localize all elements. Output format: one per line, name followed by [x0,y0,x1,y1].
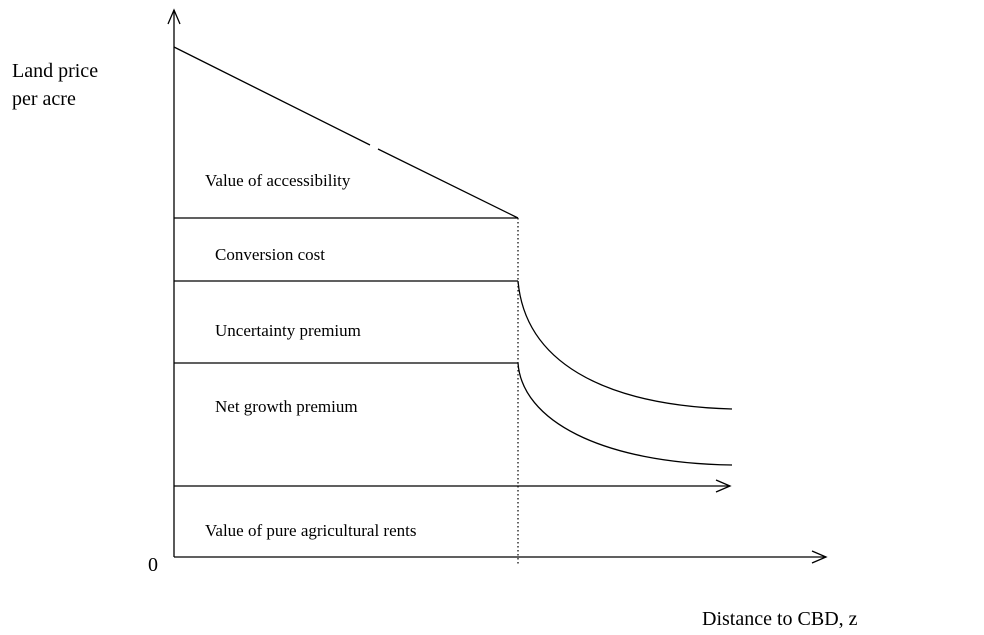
x-axis-arrow [811,550,828,564]
accessibility-line [173,46,371,146]
uncertainty-curve [517,280,733,410]
y-axis-label: Land price [12,60,98,82]
region-label: Uncertainty premium [215,321,361,340]
region-label: Value of pure agricultural rents [205,521,416,540]
y-axis-label: per acre [12,88,76,110]
region-label: Conversion cost [215,245,325,264]
region-label: Value of accessibility [205,171,351,190]
region-label: Net growth premium [215,397,358,416]
y-axis-arrow [167,8,181,25]
x-axis-label: Distance to CBD, z [702,608,858,630]
growth-curve [517,362,733,466]
agricultural-arrow [715,479,732,493]
origin-label: 0 [148,554,158,576]
accessibility-line [377,148,519,219]
